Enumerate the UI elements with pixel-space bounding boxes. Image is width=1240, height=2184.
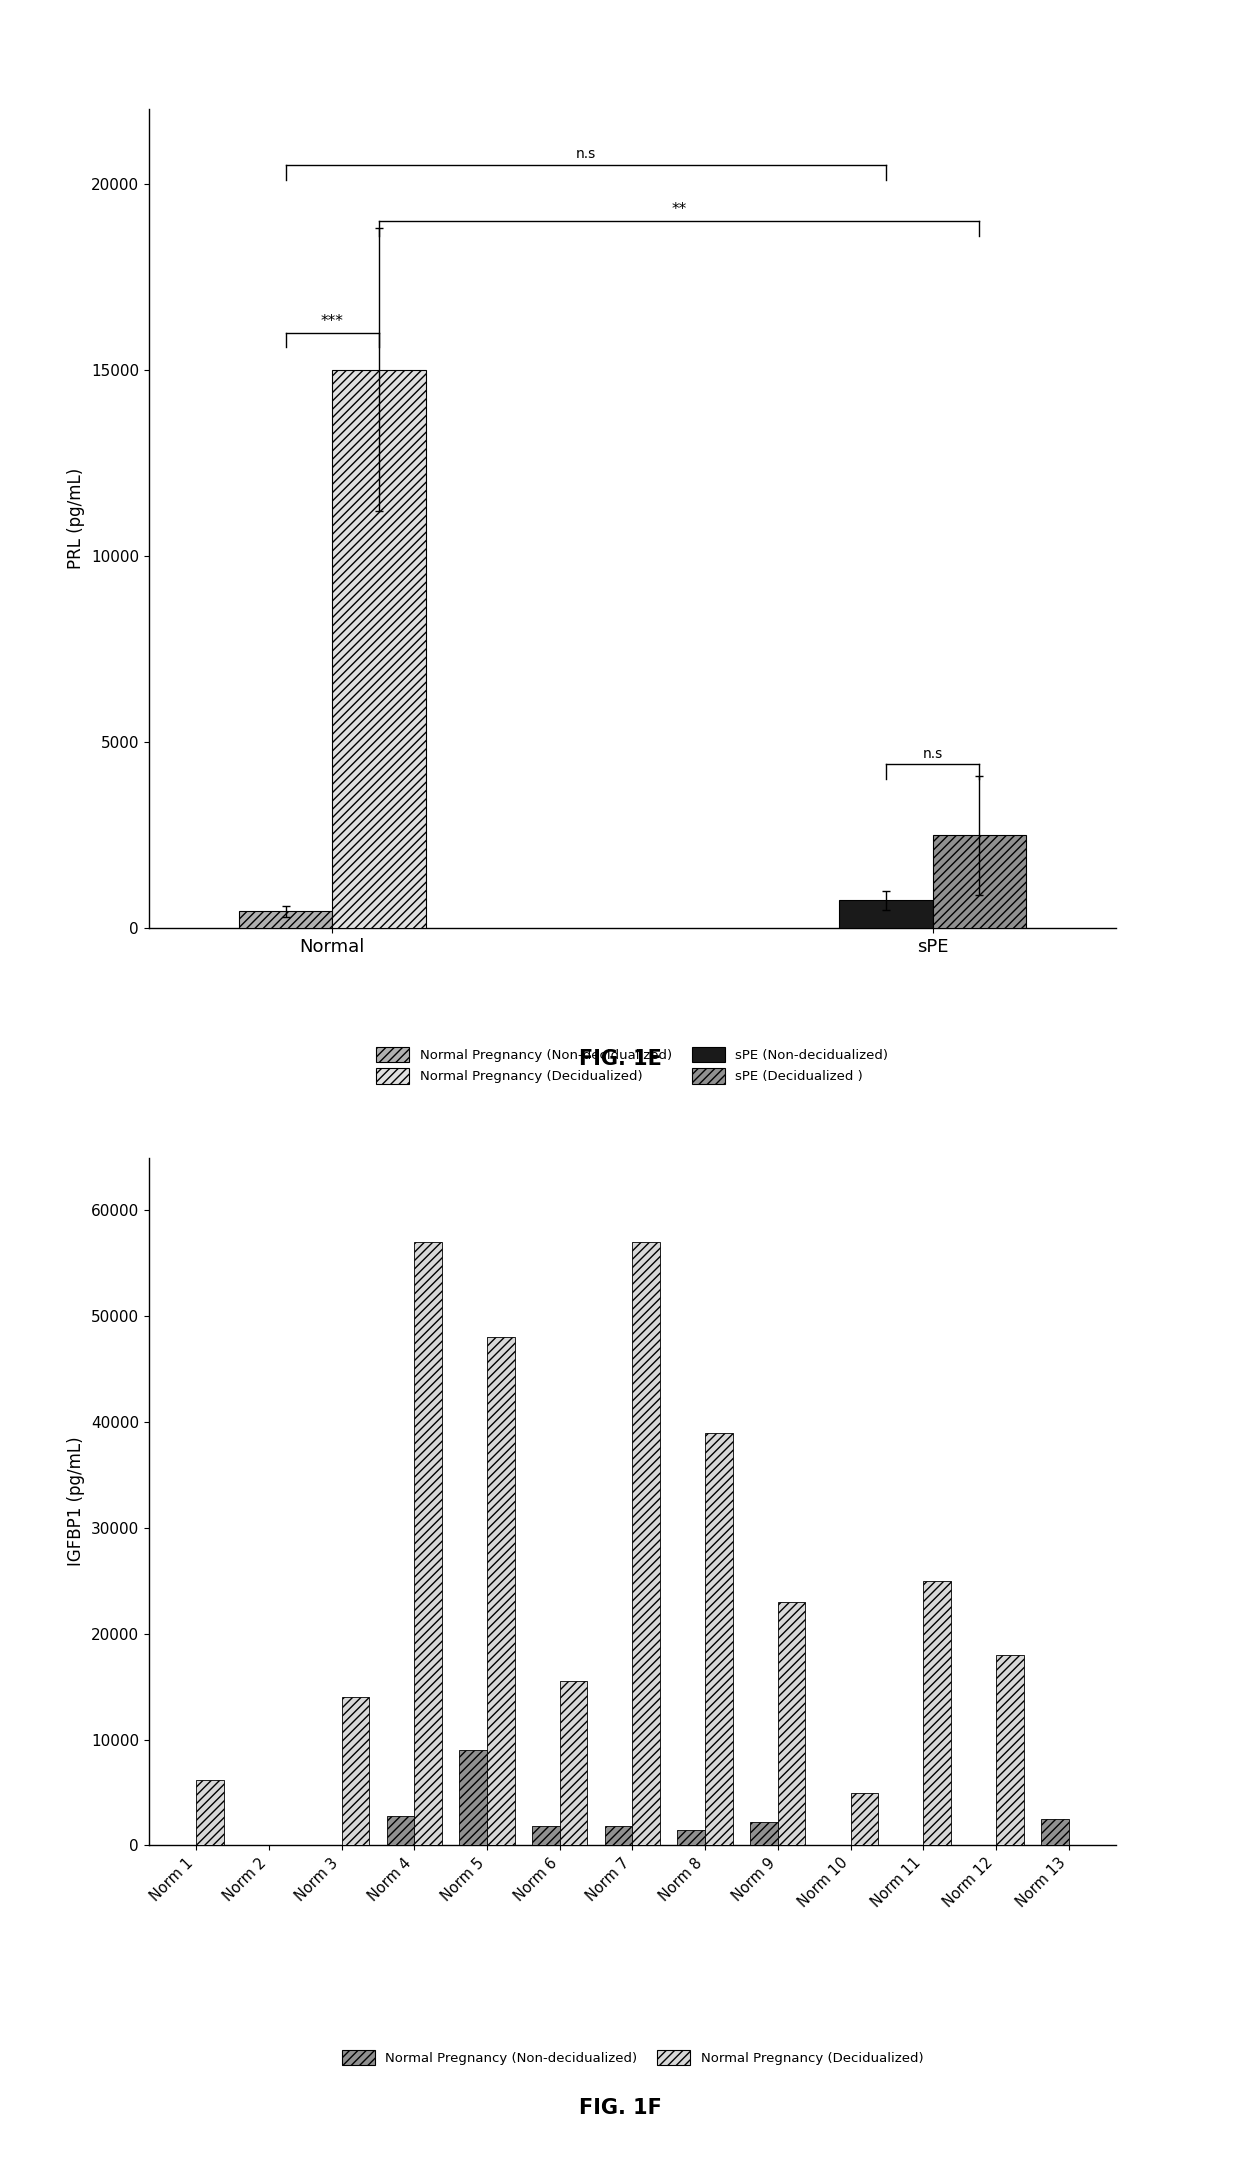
- Legend: Normal Pregnancy (Non-decidualized), Normal Pregnancy (Decidualized): Normal Pregnancy (Non-decidualized), Nor…: [336, 2044, 929, 2070]
- Bar: [839, 900, 932, 928]
- Bar: [632, 1243, 660, 1845]
- Bar: [239, 911, 332, 928]
- Bar: [487, 1337, 515, 1845]
- Text: ***: ***: [321, 314, 343, 330]
- Bar: [750, 1821, 777, 1845]
- Bar: [387, 1815, 414, 1845]
- Text: FIG. 1F: FIG. 1F: [579, 2097, 661, 2118]
- Y-axis label: PRL (pg/mL): PRL (pg/mL): [67, 467, 86, 570]
- Bar: [532, 1826, 559, 1845]
- Bar: [332, 369, 425, 928]
- Text: FIG. 1E: FIG. 1E: [579, 1048, 661, 1070]
- Text: n.s: n.s: [923, 747, 942, 760]
- Text: **: **: [672, 203, 687, 216]
- Bar: [677, 1830, 706, 1845]
- Bar: [924, 1581, 951, 1845]
- Bar: [605, 1826, 632, 1845]
- Bar: [196, 1780, 223, 1845]
- Bar: [341, 1697, 370, 1845]
- Bar: [1042, 1819, 1069, 1845]
- Bar: [932, 834, 1025, 928]
- Text: n.s: n.s: [575, 146, 596, 162]
- Y-axis label: IGFBP1 (pg/mL): IGFBP1 (pg/mL): [67, 1437, 86, 1566]
- Bar: [459, 1749, 487, 1845]
- Bar: [777, 1603, 806, 1845]
- Bar: [559, 1682, 588, 1845]
- Legend: Normal Pregnancy (Non-decidualized), Normal Pregnancy (Decidualized), sPE (Non-d: Normal Pregnancy (Non-decidualized), Nor…: [371, 1042, 894, 1090]
- Bar: [851, 1793, 878, 1845]
- Bar: [996, 1655, 1024, 1845]
- Bar: [706, 1433, 733, 1845]
- Bar: [414, 1243, 441, 1845]
